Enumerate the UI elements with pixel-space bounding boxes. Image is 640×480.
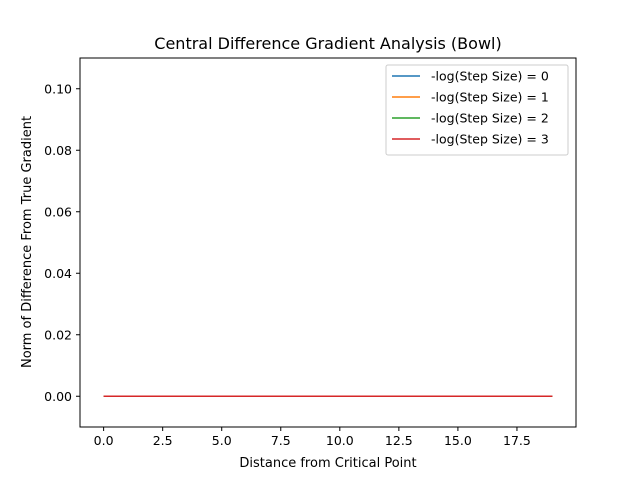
y-axis-label: Norm of Difference From True Gradient bbox=[20, 116, 35, 368]
legend: -log(Step Size) = 0 -log(Step Size) = 1 -l… bbox=[385, 64, 569, 156]
y-tick-label: 0.00 bbox=[44, 389, 72, 404]
y-tick-label: 0.08 bbox=[44, 143, 72, 158]
x-tick-label: 10.0 bbox=[326, 433, 354, 448]
x-tick-label: 2.5 bbox=[153, 433, 173, 448]
x-tick-label: 7.5 bbox=[271, 433, 291, 448]
y-tick-label: 0.06 bbox=[44, 204, 72, 219]
y-tick-label: 0.02 bbox=[44, 327, 72, 342]
x-tick-label: 5.0 bbox=[212, 433, 232, 448]
legend-label-2: -log(Step Size) = 2 bbox=[431, 111, 549, 126]
x-tick-label: 12.5 bbox=[385, 433, 413, 448]
legend-label-1: -log(Step Size) = 1 bbox=[431, 90, 549, 105]
y-axis-ticks: 0.00 0.02 0.04 0.06 0.08 0.10 bbox=[44, 81, 80, 404]
x-axis-label: Distance from Critical Point bbox=[239, 456, 416, 471]
y-tick-label: 0.04 bbox=[44, 266, 72, 281]
x-tick-label: 15.0 bbox=[444, 433, 472, 448]
x-axis-ticks: 0.0 2.5 5.0 7.5 10.0 12.5 15.0 17.5 bbox=[94, 427, 531, 448]
chart-title: Central Difference Gradient Analysis (Bo… bbox=[154, 34, 501, 53]
x-tick-label: 17.5 bbox=[503, 433, 531, 448]
y-tick-label: 0.10 bbox=[44, 81, 72, 96]
legend-box bbox=[385, 64, 569, 156]
x-tick-label: 0.0 bbox=[94, 433, 114, 448]
plot-frame bbox=[79, 57, 577, 428]
legend-label-0: -log(Step Size) = 0 bbox=[431, 69, 549, 84]
legend-label-3: -log(Step Size) = 3 bbox=[431, 132, 549, 147]
